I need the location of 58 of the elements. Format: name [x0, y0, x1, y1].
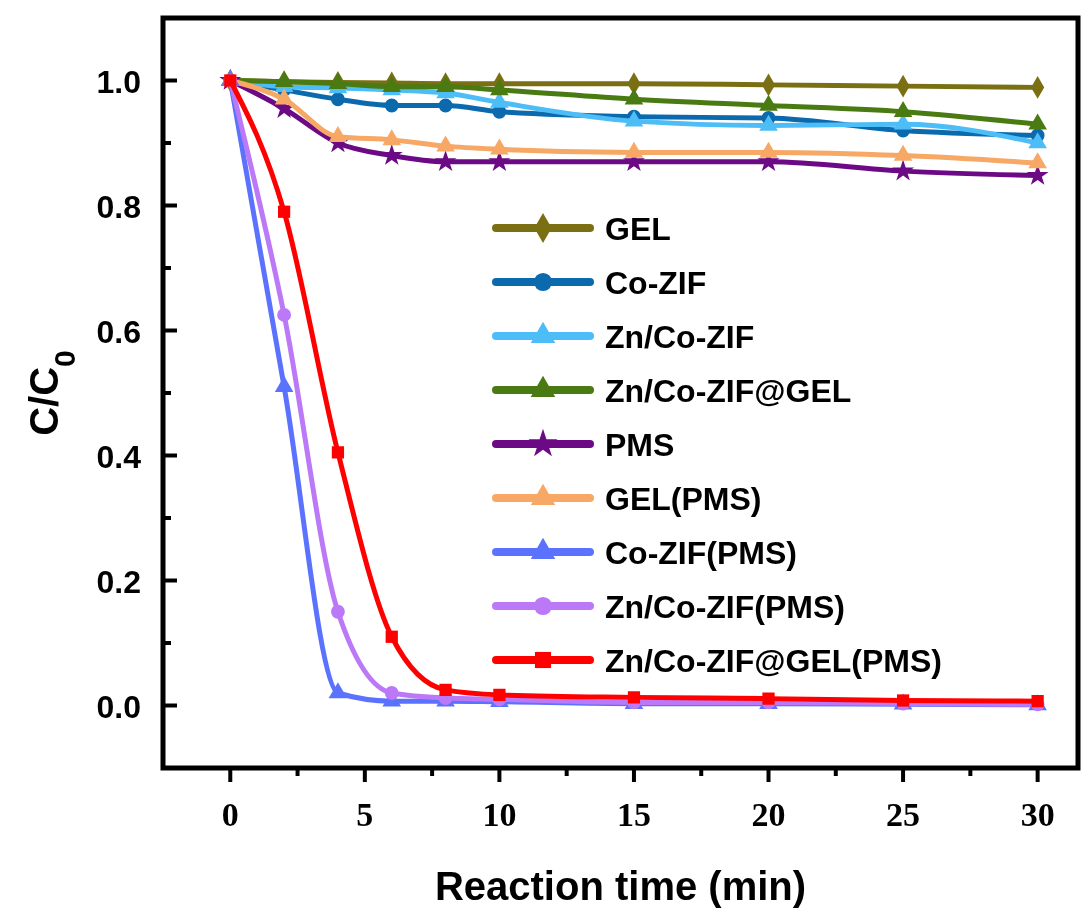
point [762, 692, 775, 705]
x-tick-label: 5 [356, 796, 374, 833]
legend-label: Co-ZIF(PMS) [605, 535, 797, 571]
y-tick-label: 0.2 [96, 563, 141, 600]
point [759, 141, 778, 158]
legend-label: Zn/Co-ZIF [605, 319, 755, 355]
y-tick-label: 0.0 [96, 688, 141, 725]
legend-label: GEL [605, 211, 671, 247]
y-tick-label: 0.6 [96, 313, 141, 350]
point [624, 141, 644, 158]
y-tick-label: 1.0 [96, 63, 141, 100]
y-tick-label: 0.4 [96, 438, 142, 475]
point [277, 307, 292, 322]
point [490, 138, 509, 155]
point [1028, 152, 1047, 169]
point [384, 98, 399, 113]
y-tick-label: 0.8 [96, 188, 141, 225]
point [274, 71, 294, 88]
legend-label: Zn/Co-ZIF@GEL [605, 373, 852, 409]
point [385, 630, 398, 643]
legend-label: Zn/Co-ZIF@GEL(PMS) [605, 643, 942, 679]
legend-label: GEL(PMS) [605, 481, 762, 517]
point [331, 92, 345, 107]
point [328, 126, 348, 143]
legend-label: PMS [605, 427, 675, 463]
point [331, 446, 345, 459]
point [277, 205, 291, 218]
point [892, 159, 915, 181]
point [382, 129, 402, 146]
point [490, 79, 509, 96]
point [384, 686, 399, 700]
point [274, 88, 294, 105]
point [627, 691, 641, 704]
x-axis-title: Reaction time (min) [434, 864, 807, 908]
point [759, 94, 778, 111]
point [331, 604, 345, 619]
point [893, 144, 913, 161]
point [274, 376, 294, 393]
point [759, 114, 778, 131]
legend-label: Zn/Co-ZIF(PMS) [605, 589, 845, 625]
point [893, 101, 913, 118]
x-tick-label: 30 [1020, 796, 1055, 833]
x-tick-label: 10 [482, 796, 517, 833]
point [436, 135, 455, 152]
point [438, 98, 453, 113]
x-tick-label: 25 [886, 796, 921, 833]
point [1028, 132, 1047, 149]
x-tick-label: 0 [221, 796, 239, 833]
x-tick-label: 20 [751, 796, 786, 833]
x-tick-label: 15 [616, 796, 651, 833]
point [439, 683, 452, 696]
point [434, 150, 457, 172]
point [436, 76, 455, 93]
point [1028, 113, 1047, 130]
point [624, 88, 644, 105]
legend-label: Co-ZIF [605, 265, 707, 301]
point [328, 72, 348, 89]
point [493, 688, 506, 701]
